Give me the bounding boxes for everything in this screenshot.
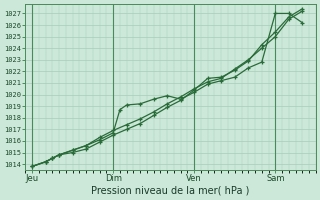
X-axis label: Pression niveau de la mer( hPa ): Pression niveau de la mer( hPa ) xyxy=(92,186,250,196)
